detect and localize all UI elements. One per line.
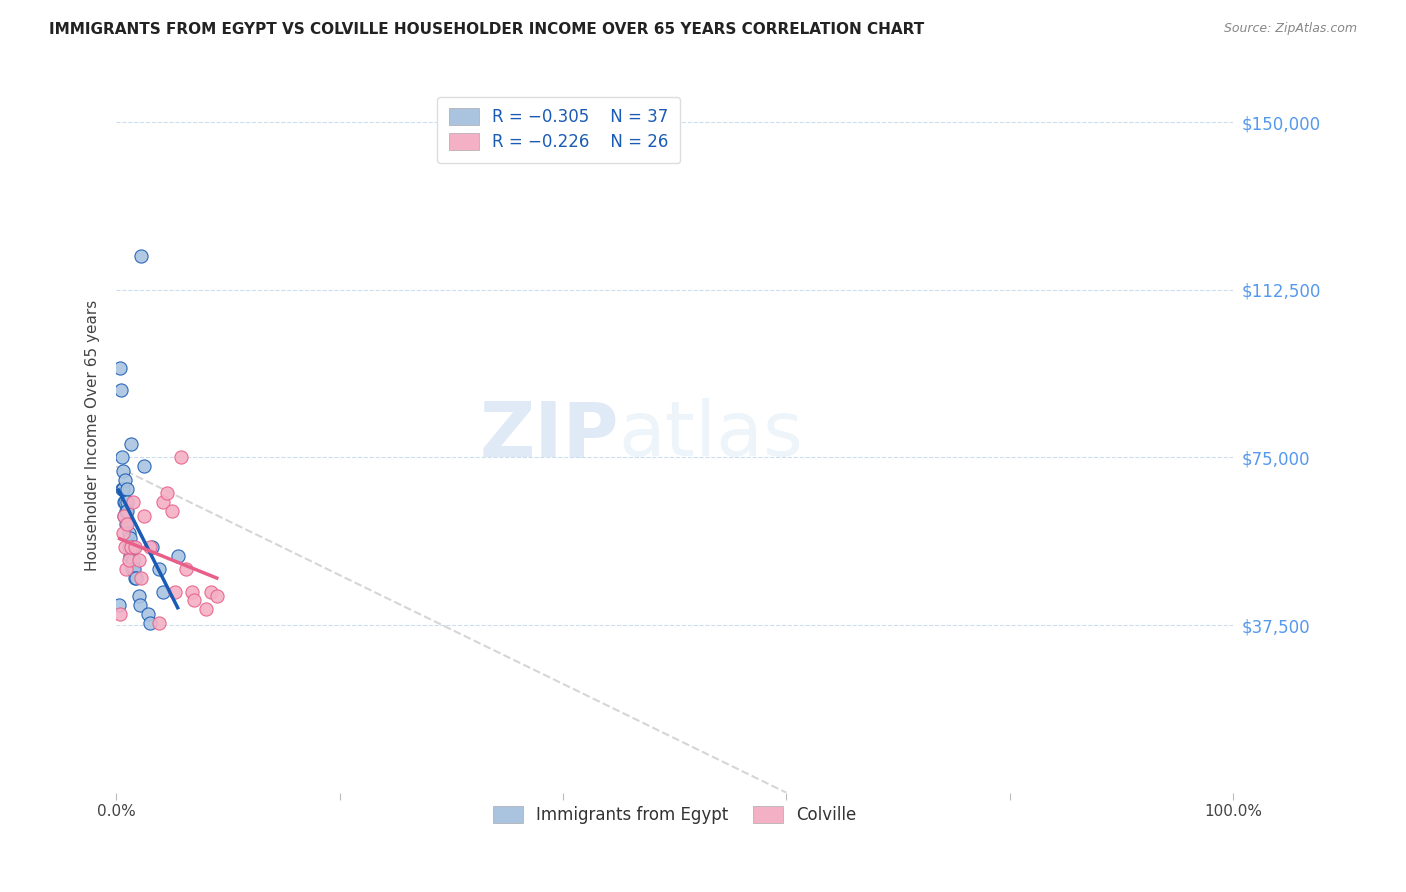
Point (155, 486, 177, 500)
Point (118, 531, 141, 545)
Point (148, 615, 170, 630)
Point (181, 584, 204, 599)
Point (139, 540, 162, 554)
Point (112, 508, 135, 523)
Point (129, 571, 152, 585)
Point (112, 495, 135, 509)
Text: Source: ZipAtlas.com: Source: ZipAtlas.com (1223, 22, 1357, 36)
Point (122, 540, 145, 554)
Point (139, 615, 162, 630)
Point (134, 459, 156, 474)
Text: ZIP: ZIP (479, 398, 619, 472)
Point (205, 589, 228, 603)
Point (200, 584, 222, 599)
Point (194, 602, 217, 616)
Point (120, 540, 142, 554)
Point (128, 598, 150, 612)
Text: IMMIGRANTS FROM EGYPT VS COLVILLE HOUSEHOLDER INCOME OVER 65 YEARS CORRELATION C: IMMIGRANTS FROM EGYPT VS COLVILLE HOUSEH… (49, 22, 925, 37)
Point (114, 540, 136, 554)
Point (114, 473, 136, 487)
Point (134, 508, 156, 523)
Point (166, 549, 188, 563)
Point (117, 495, 139, 509)
Point (110, 384, 132, 398)
Point (165, 584, 187, 599)
Point (111, 526, 134, 541)
Point (111, 464, 134, 478)
Point (112, 508, 135, 523)
Point (117, 482, 139, 496)
Point (117, 504, 139, 518)
Point (122, 562, 145, 576)
Point (128, 589, 150, 603)
Point (118, 549, 141, 563)
Point (115, 504, 138, 518)
Point (125, 571, 148, 585)
Point (117, 517, 139, 532)
Point (122, 553, 145, 567)
Point (170, 450, 193, 465)
Y-axis label: Householder Income Over 65 years: Householder Income Over 65 years (86, 300, 100, 571)
Point (117, 526, 139, 541)
Legend: Immigrants from Egypt, Colville: Immigrants from Egypt, Colville (482, 797, 866, 834)
Point (122, 495, 145, 509)
Point (136, 607, 159, 621)
Point (121, 562, 143, 576)
Point (183, 593, 205, 607)
Point (129, 249, 152, 263)
Point (128, 553, 150, 567)
Point (148, 562, 170, 576)
Point (174, 562, 197, 576)
Point (115, 517, 138, 532)
Point (152, 495, 174, 509)
Point (111, 482, 134, 496)
Point (108, 361, 131, 376)
Point (160, 504, 183, 518)
Point (120, 437, 142, 451)
Point (124, 571, 146, 585)
Point (114, 495, 136, 509)
Point (111, 450, 134, 465)
Text: atlas: atlas (619, 398, 804, 472)
Point (108, 607, 131, 621)
Point (111, 482, 134, 496)
Point (124, 540, 146, 554)
Point (115, 562, 138, 576)
Point (141, 540, 163, 554)
Point (152, 584, 174, 599)
Point (107, 598, 129, 612)
Point (117, 553, 139, 567)
Point (117, 540, 139, 554)
